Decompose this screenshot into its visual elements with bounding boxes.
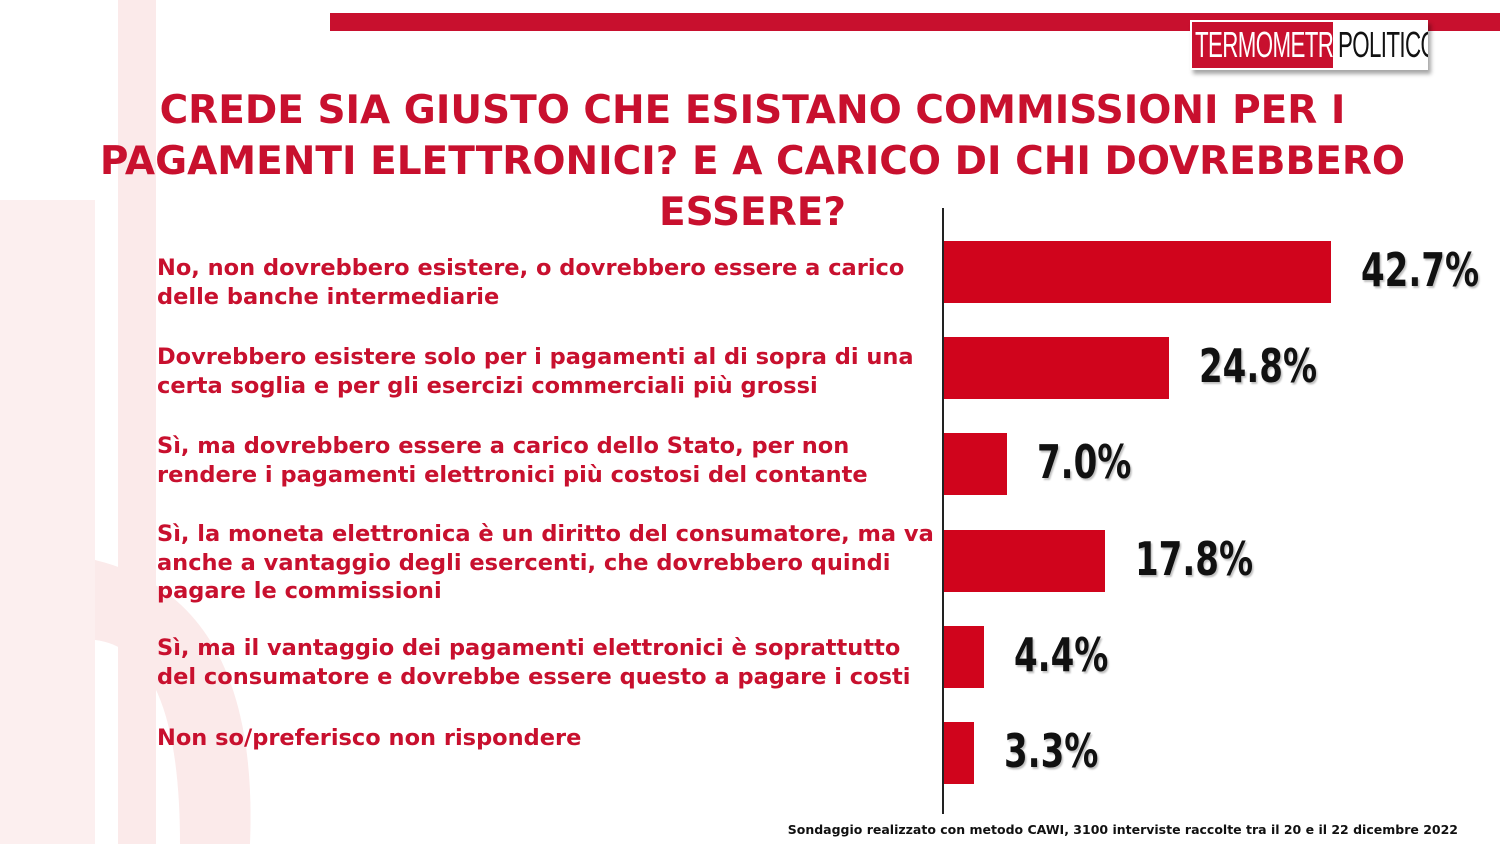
logo-white-part: POLITICO	[1334, 20, 1428, 70]
bar	[944, 241, 1331, 303]
termometro-politico-logo: TERMOMETRO POLITICO	[1190, 20, 1428, 72]
bar	[944, 337, 1169, 400]
bar	[944, 625, 984, 688]
background-watermark	[0, 0, 330, 844]
category-axis-line	[942, 208, 944, 814]
value-label: 7.0%	[1037, 435, 1132, 490]
category-label: Sì, ma il vantaggio dei pagamenti elettr…	[157, 635, 911, 690]
survey-footnote: Sondaggio realizzato con metodo CAWI, 31…	[787, 822, 1458, 837]
value-label: 3.3%	[1003, 724, 1099, 778]
category-label: Dovrebbero esistere solo per i pagamenti…	[157, 344, 914, 399]
bar	[944, 433, 1008, 496]
bar	[944, 722, 974, 784]
top-accent-bar	[0, 13, 1500, 31]
value-label: 4.4%	[1013, 627, 1109, 682]
logo-red-part: TERMOMETRO	[1190, 20, 1335, 70]
value-label: 17.8%	[1135, 531, 1254, 586]
chart-title: CREDE SIA GIUSTO CHE ESISTANO COMMISSION…	[99, 88, 1406, 235]
value-label: 24.8%	[1198, 339, 1317, 394]
category-label: No, non dovrebbero esistere, o dovrebber…	[157, 255, 905, 310]
bar	[944, 529, 1106, 592]
category-label: Sì, ma dovrebbero essere a carico dello …	[157, 433, 868, 488]
value-label: 42.7%	[1361, 243, 1480, 297]
category-label: Non so/preferisco non rispondere	[157, 725, 582, 751]
category-label: Sì, la moneta elettronica è un diritto d…	[157, 521, 934, 604]
